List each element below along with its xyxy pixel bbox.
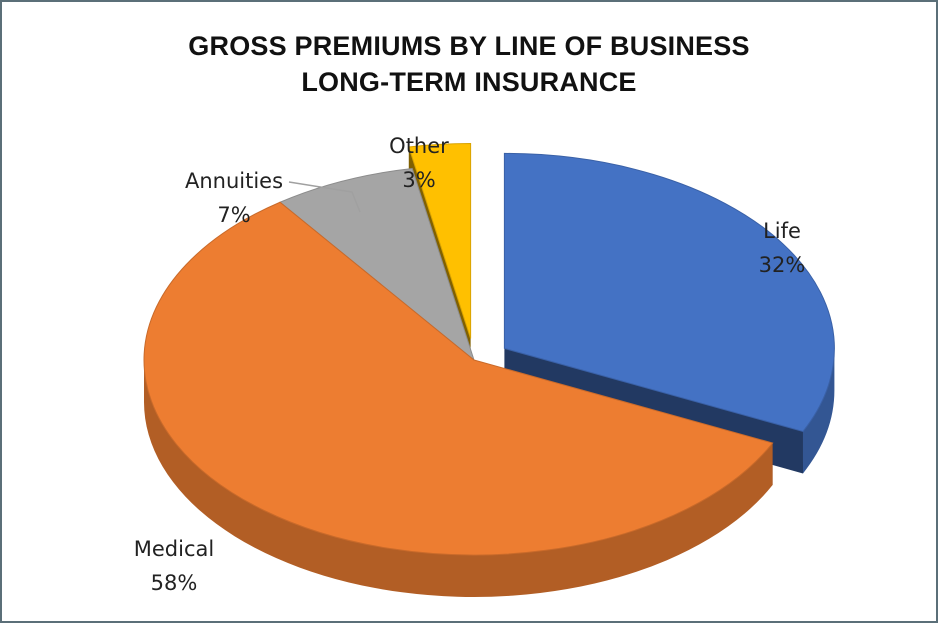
- chart-title: GROSS PREMIUMS BY LINE OF BUSINESS LONG-…: [2, 28, 936, 100]
- label-annuities-name: Annuities: [185, 169, 283, 193]
- pie-slice-life-top: [503, 152, 835, 433]
- pie-slice-annuities-top: [279, 167, 475, 362]
- annuities-leader-line: [288, 181, 361, 213]
- label-medical-name: Medical: [134, 537, 214, 561]
- pie-slice-medical: [143, 201, 774, 598]
- label-medical-value: 58%: [151, 571, 198, 595]
- label-other-value: 3%: [402, 168, 435, 192]
- chart-title-line-2: LONG-TERM INSURANCE: [301, 67, 637, 97]
- pie-slice-life-rim: [802, 348, 835, 474]
- pie-slices: [143, 142, 835, 598]
- pie-slice-other-top: [408, 142, 472, 339]
- label-other-name: Other: [389, 134, 449, 158]
- chart-title-line-1: GROSS PREMIUMS BY LINE OF BUSINESS: [188, 31, 750, 61]
- label-life-name: Life: [763, 219, 801, 243]
- pie-slice-medical-rim: [144, 360, 773, 598]
- label-life-value: 32%: [759, 253, 806, 277]
- label-annuities-value: 7%: [217, 203, 250, 227]
- pie-slice-medical-top: [143, 201, 774, 556]
